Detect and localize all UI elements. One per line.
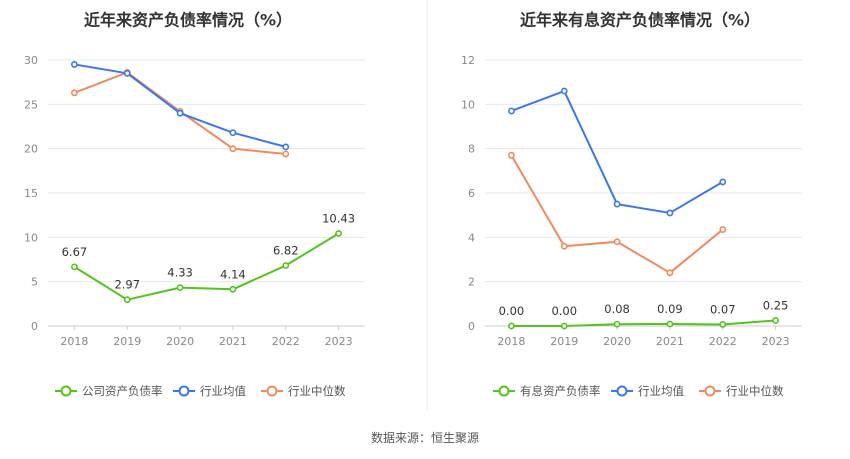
legend-item-avg: 行业均值 xyxy=(173,384,246,398)
x-tick-label: 2018 xyxy=(497,335,525,348)
x-tick-label: 2019 xyxy=(113,335,141,348)
data-point-avg xyxy=(508,107,515,115)
data-point-avg xyxy=(613,200,621,208)
x-tick-label: 2022 xyxy=(709,335,737,348)
data-point-company xyxy=(560,322,568,330)
y-tick-label: 10 xyxy=(461,98,475,111)
series-line-avg xyxy=(74,63,287,148)
legend-label: 行业中位数 xyxy=(726,384,784,398)
data-point-company xyxy=(335,230,342,237)
data-point-avg xyxy=(282,143,290,151)
y-tick-label: 10 xyxy=(24,231,38,244)
y-tick-label: 2 xyxy=(468,276,475,289)
legend-marker xyxy=(266,385,278,397)
data-point-median xyxy=(613,238,621,246)
data-source-note: 数据来源：恒生聚源 xyxy=(371,430,479,445)
data-point-avg xyxy=(666,209,674,217)
legend-marker xyxy=(178,385,190,397)
x-tick-label: 2022 xyxy=(272,335,300,348)
data-point-median xyxy=(719,226,727,233)
data-point-median xyxy=(71,89,78,97)
chart-1: 近年来资产负债率情况（%） 0 5 10 15 20 25 30 2018 2019 2020 202… xyxy=(24,11,365,398)
x-tick-label: 2020 xyxy=(603,335,631,348)
data-label: 0.07 xyxy=(710,302,736,316)
data-point-median xyxy=(666,269,674,277)
legend-item-avg: 行业均值 xyxy=(611,384,684,398)
data-point-company xyxy=(613,320,621,328)
y-tick-label: 6 xyxy=(468,187,475,200)
data-label: 0.00 xyxy=(551,304,577,318)
data-point-company xyxy=(772,317,779,324)
data-label: 0.09 xyxy=(657,302,683,316)
legend-label: 行业均值 xyxy=(638,384,684,398)
chart-2: 近年来有息资产负债率情况（%） 0 2 4 6 8 10 12 2018 2019 2020 2021… xyxy=(461,11,802,398)
y-tick-label: 12 xyxy=(461,54,475,67)
data-label: 10.43 xyxy=(322,212,355,226)
y-tick-label: 0 xyxy=(31,320,38,333)
legend-label: 行业均值 xyxy=(200,384,246,398)
series-line-company xyxy=(511,319,776,327)
x-tick-label: 2023 xyxy=(325,335,353,348)
data-label: 6.82 xyxy=(273,244,299,258)
x-tick-label: 2018 xyxy=(60,335,88,348)
data-point-avg xyxy=(176,109,184,117)
x-tick-label: 2019 xyxy=(550,335,578,348)
data-point-company xyxy=(508,322,515,330)
x-tick-label: 2020 xyxy=(166,335,194,348)
legend-label: 公司资产负债率 xyxy=(82,384,163,398)
data-point-company xyxy=(719,321,727,328)
data-point-avg xyxy=(123,69,131,77)
data-point-avg xyxy=(719,178,727,186)
y-tick-label: 4 xyxy=(468,231,475,244)
data-point-company xyxy=(176,284,184,292)
legend-label: 行业中位数 xyxy=(288,384,346,398)
data-point-avg xyxy=(229,129,237,137)
series-line-median xyxy=(510,154,724,274)
chart-title: 近年来有息资产负债率情况（%） xyxy=(520,11,760,30)
legend-item-median: 行业中位数 xyxy=(699,384,784,398)
data-point-company xyxy=(229,285,237,293)
x-tick-label: 2021 xyxy=(656,335,684,348)
legend-marker xyxy=(616,385,628,397)
data-point-median xyxy=(282,150,290,158)
data-label: 0.25 xyxy=(763,298,789,312)
data-point-avg xyxy=(560,87,568,95)
y-tick-label: 20 xyxy=(24,143,38,156)
y-tick-label: 15 xyxy=(24,187,38,200)
x-tick-label: 2023 xyxy=(762,335,790,348)
data-point-median xyxy=(508,151,515,159)
data-point-company xyxy=(123,296,131,304)
legend-item-company: 公司资产负债率 xyxy=(55,384,163,398)
data-point-avg xyxy=(71,61,78,68)
chart-title: 近年来资产负债率情况（%） xyxy=(84,11,292,30)
y-tick-label: 30 xyxy=(24,54,38,67)
data-point-median xyxy=(560,242,568,250)
y-tick-label: 25 xyxy=(24,98,38,111)
y-tick-label: 0 xyxy=(468,320,475,333)
data-point-company xyxy=(666,320,674,328)
data-point-company xyxy=(282,262,290,269)
data-label: 6.67 xyxy=(62,245,88,259)
legend-item-company: 有息资产负债率 xyxy=(493,384,601,398)
data-point-median xyxy=(229,145,237,153)
legend-item-median: 行业中位数 xyxy=(261,384,346,398)
data-point-company xyxy=(71,263,78,271)
legend-marker xyxy=(704,385,716,397)
data-label: 2.97 xyxy=(114,278,140,292)
series-line-avg xyxy=(511,90,724,214)
legend-marker xyxy=(498,385,510,397)
x-tick-label: 2021 xyxy=(219,335,247,348)
legend-label: 有息资产负债率 xyxy=(520,384,601,398)
data-label: 4.14 xyxy=(220,267,246,281)
data-label: 0.00 xyxy=(499,304,525,318)
data-label: 4.33 xyxy=(167,266,193,280)
y-tick-label: 5 xyxy=(31,276,38,289)
data-label: 0.08 xyxy=(604,302,630,316)
legend-marker xyxy=(60,385,72,397)
y-tick-label: 8 xyxy=(468,143,475,156)
series-line-company xyxy=(73,232,340,301)
